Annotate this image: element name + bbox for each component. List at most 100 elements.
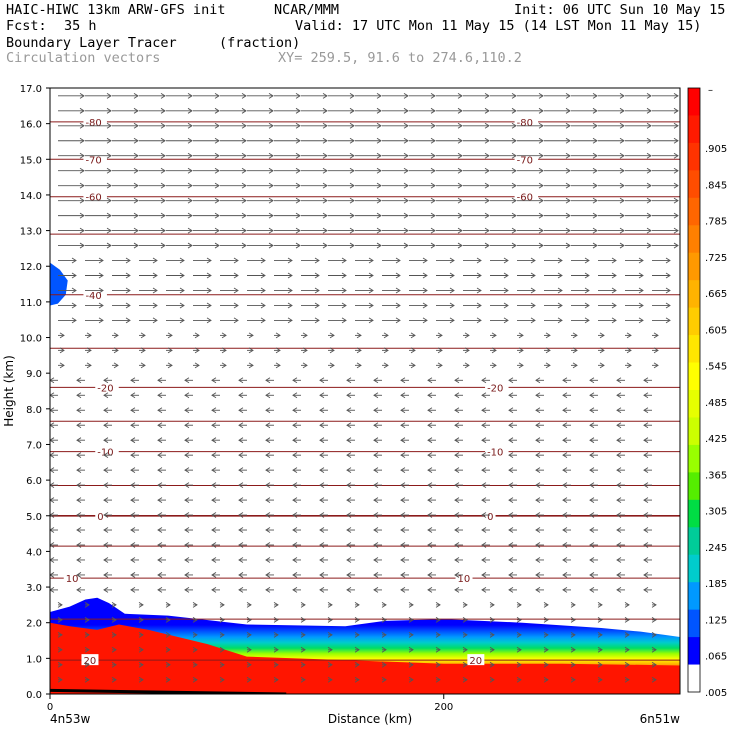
wind-vector-head — [599, 347, 605, 354]
colorbar-label: .305 — [705, 507, 727, 518]
wind-vector-head — [160, 182, 166, 189]
wind-vector-head — [84, 661, 90, 668]
wind-vector-head — [300, 646, 306, 653]
wind-vector-head — [481, 527, 487, 533]
wind-vector-head — [260, 272, 266, 279]
wind-vector-head — [373, 452, 379, 459]
wind-vector-head — [491, 362, 497, 369]
wind-vector-head — [106, 122, 112, 129]
wind-vector-head — [673, 92, 679, 99]
wind-vector-head — [616, 572, 622, 578]
field-units: (fraction) — [219, 35, 301, 51]
wind-vector-head — [538, 182, 544, 189]
contour-label-bg — [485, 509, 496, 521]
wind-vector-head — [665, 272, 671, 279]
wind-vector-head — [349, 167, 355, 174]
wind-vector-head — [356, 362, 362, 369]
wind-vector-head — [187, 92, 193, 99]
wind-vector-head — [454, 542, 460, 548]
wind-vector-head — [130, 377, 136, 384]
contour-label: 0 — [487, 512, 493, 523]
wind-vector-head — [84, 646, 90, 653]
wind-vector-head — [508, 587, 514, 593]
wind-vector-head — [59, 362, 65, 369]
wind-vector-head — [130, 572, 136, 578]
wind-vector-head — [589, 482, 595, 488]
wind-vector-head — [346, 572, 352, 578]
wind-vector-head — [248, 362, 254, 369]
wind-vector-head — [179, 257, 185, 264]
wind-vector-head — [125, 317, 131, 324]
wind-vector-head — [76, 512, 82, 518]
wind-vector-head — [319, 422, 325, 429]
wind-vector-head — [322, 152, 328, 159]
contour-label-bg — [83, 115, 107, 127]
wind-vector-head — [589, 527, 595, 533]
wind-vector-head — [346, 452, 352, 459]
wind-vector-head — [238, 497, 244, 503]
wind-vector-head — [430, 227, 436, 234]
y-tick-label: 5.0 — [26, 512, 42, 523]
wind-vector-head — [268, 137, 274, 144]
wind-vector-head — [376, 212, 382, 219]
wind-vector-head — [160, 152, 166, 159]
wind-vector-head — [395, 272, 401, 279]
wind-vector-head — [140, 362, 146, 369]
wind-vector-head — [619, 197, 625, 204]
colorbar-swatch — [688, 499, 700, 528]
wind-vector-head — [462, 631, 468, 638]
wind-vector-head — [543, 602, 549, 608]
wind-vector-head — [562, 377, 568, 384]
wind-vector-head — [557, 287, 563, 294]
wind-vector-head — [103, 527, 109, 533]
wind-vector-head — [214, 122, 220, 129]
wind-vector-head — [50, 527, 55, 533]
wind-vector-head — [265, 587, 271, 593]
wind-vector-head — [241, 212, 247, 219]
wind-vector-head — [133, 137, 139, 144]
wind-vector-head — [187, 182, 193, 189]
wind-vector-head — [589, 497, 595, 503]
wind-vector-head — [484, 137, 490, 144]
wind-vector-head — [535, 587, 541, 593]
wind-vector-head — [508, 482, 514, 488]
contour-label: -60 — [517, 193, 533, 204]
wind-vector-head — [130, 392, 136, 399]
wind-vector-head — [653, 332, 659, 339]
wind-vector-head — [665, 257, 671, 264]
wind-vector-head — [592, 122, 598, 129]
wind-vector-head — [643, 392, 649, 399]
wind-vector-head — [130, 482, 136, 488]
wind-vector-head — [206, 317, 212, 324]
wind-vector-head — [619, 242, 625, 249]
wind-vector-head — [194, 362, 200, 369]
wind-vector-head — [457, 197, 463, 204]
wind-vector-head — [130, 527, 136, 533]
wind-vector-head — [184, 377, 190, 384]
wind-vector-head — [435, 646, 441, 653]
wind-vector-head — [481, 392, 487, 399]
wind-vector-head — [624, 631, 630, 638]
wind-vector-head — [518, 362, 524, 369]
wind-vector-head — [295, 242, 301, 249]
wind-vector-head — [518, 347, 524, 354]
wind-vector-head — [329, 362, 335, 369]
wind-vector-head — [457, 92, 463, 99]
colorbar-swatch — [688, 472, 700, 501]
wind-vector-head — [113, 332, 119, 339]
wind-vector-head — [454, 437, 460, 444]
wind-vector-head — [535, 437, 541, 444]
wind-vector-head — [187, 107, 193, 114]
wind-vector-head — [246, 602, 252, 608]
wind-vector-head — [346, 377, 352, 384]
wind-vector-head — [557, 302, 563, 309]
wind-vector-head — [518, 332, 524, 339]
wind-vector-head — [508, 572, 514, 578]
wind-vector-head — [241, 197, 247, 204]
wind-vector-head — [562, 467, 568, 474]
wind-vector-head — [535, 392, 541, 399]
init-time: Init: 06 UTC Sun 10 May 15 — [514, 2, 726, 18]
wind-vector-head — [516, 646, 522, 653]
wind-vector-head — [184, 422, 190, 429]
contour-label: 0 — [97, 512, 103, 523]
